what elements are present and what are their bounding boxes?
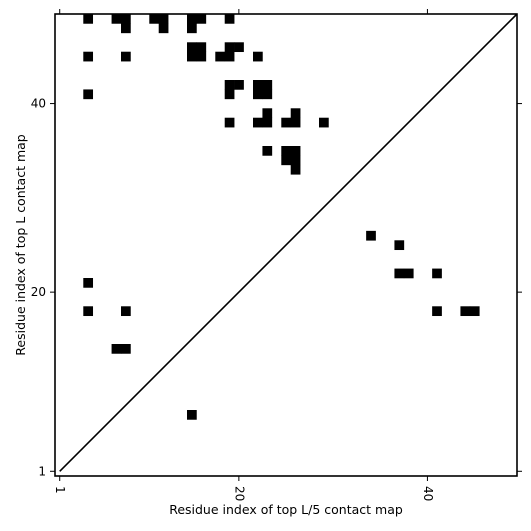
contact-cell-26-34: [290, 155, 301, 166]
contact-cell-19-46: [224, 42, 235, 53]
contact-cell-8-18: [121, 306, 131, 317]
contact-cell-15-46: [187, 42, 197, 53]
contact-cell-8-48: [121, 23, 131, 34]
contact-cell-26-33: [290, 164, 301, 175]
contact-cell-34-26: [366, 230, 376, 241]
contact-cell-20-42: [234, 80, 244, 90]
contact-cell-37-22: [394, 268, 405, 279]
contact-cell-41-22: [432, 268, 442, 279]
contact-cell-15-48: [187, 23, 197, 34]
contact-cell-19-49: [224, 14, 235, 24]
contact-cell-22-41: [253, 89, 263, 100]
contact-cell-18-45: [215, 51, 226, 62]
contact-cell-8-49: [121, 14, 131, 24]
y-axis-label: Residue index of top L contact map: [13, 134, 28, 355]
contact-cell-25-34: [281, 155, 292, 166]
contact-cell-4-21: [83, 278, 94, 288]
contact-cell-16-49: [196, 14, 207, 24]
contact-cell-44-18: [460, 306, 471, 317]
contact-cell-22-42: [253, 80, 263, 90]
contact-cell-26-38: [290, 117, 301, 128]
contact-cell-15-7: [187, 410, 197, 420]
x-tick-label-1: 1: [53, 486, 67, 494]
contact-cell-22-38: [253, 117, 263, 128]
contact-cell-23-41: [262, 89, 273, 100]
axis-ticks: 1 20 40 1 20 40: [31, 9, 522, 501]
plot-frame: [54, 13, 518, 477]
y-tick-label-40: 40: [31, 97, 46, 111]
contact-cell-22-45: [253, 51, 263, 62]
contact-cell-8-45: [121, 51, 131, 62]
x-tick-label-40: 40: [421, 486, 435, 501]
contact-cell-41-18: [432, 306, 442, 317]
diagonal-line: [59, 13, 518, 472]
contact-cell-4-18: [83, 306, 94, 317]
y-tick-label-20: 20: [31, 285, 46, 299]
contact-cell-15-45: [187, 51, 197, 62]
contact-cell-19-45: [224, 51, 235, 62]
contact-cell-19-41: [224, 89, 235, 100]
contact-cell-23-38: [262, 117, 273, 128]
contact-cell-45-18: [469, 306, 480, 317]
contact-cell-26-35: [290, 146, 301, 156]
contact-cell-8-14: [121, 344, 131, 354]
y-tick-label-1: 1: [38, 464, 46, 478]
contact-cell-15-49: [187, 14, 197, 24]
upper-contact-cells: [83, 14, 329, 175]
contact-cell-4-45: [83, 51, 94, 62]
contact-cell-37-25: [394, 240, 405, 251]
contact-cell-16-45: [196, 51, 207, 62]
contact-cell-23-35: [262, 146, 273, 156]
contact-cell-7-49: [111, 14, 122, 24]
contact-cell-25-35: [281, 146, 292, 156]
lower-contact-cells: [83, 230, 480, 420]
contact-cell-19-38: [224, 117, 235, 128]
contact-cell-19-42: [224, 80, 235, 90]
contact-cell-23-39: [262, 108, 273, 119]
contact-cell-25-38: [281, 117, 292, 128]
contact-cell-12-49: [158, 14, 169, 24]
contact-cell-38-22: [403, 268, 414, 279]
contact-cell-7-14: [111, 344, 122, 354]
contact-cell-12-48: [158, 23, 169, 34]
x-tick-label-20: 20: [232, 486, 246, 501]
contact-cell-4-41: [83, 89, 94, 100]
contact-cell-20-46: [234, 42, 244, 53]
contact-cell-4-49: [83, 14, 94, 24]
contact-cell-16-46: [196, 42, 207, 53]
contact-cell-23-42: [262, 80, 273, 90]
contact-cell-11-49: [149, 14, 160, 24]
contact-cell-26-39: [290, 108, 301, 119]
x-axis-label: Residue index of top L/5 contact map: [169, 502, 403, 517]
contact-cell-29-38: [319, 117, 329, 128]
